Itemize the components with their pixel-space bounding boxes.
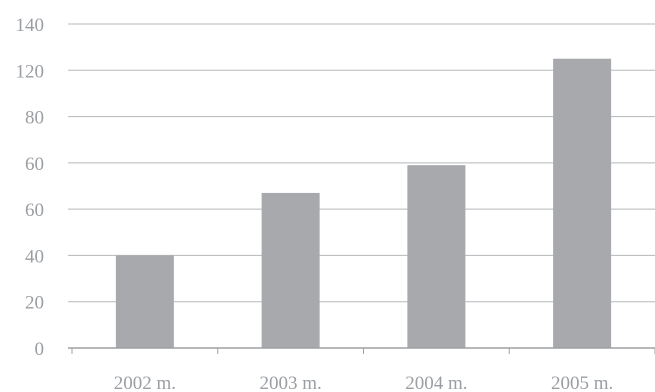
bar xyxy=(407,165,466,348)
x-axis xyxy=(68,347,655,354)
y-tick-label: 140 xyxy=(16,15,45,36)
y-tick-label: 0 xyxy=(35,339,45,360)
y-tick-label: 60 xyxy=(25,200,44,221)
x-tick-label: 2005 m. xyxy=(551,373,613,392)
y-tick-label: 60 xyxy=(25,154,44,175)
x-tick-label: 2002 m. xyxy=(114,373,176,392)
y-tick-labels: 0 20 40 60 60 80 120 140 xyxy=(16,15,45,360)
x-tick-labels: 2002 m. 2003 m. 2004 m. 2005 m. xyxy=(114,373,614,392)
y-tick-label: 40 xyxy=(25,246,44,267)
bar xyxy=(553,58,612,348)
x-tick-label: 2004 m. xyxy=(405,373,467,392)
y-tick-label: 20 xyxy=(25,293,44,314)
bars xyxy=(115,58,612,348)
y-tick-label: 120 xyxy=(16,61,45,82)
x-tick-label: 2003 m. xyxy=(259,373,321,392)
y-tick-label: 80 xyxy=(25,108,44,129)
bar xyxy=(115,255,174,348)
bar xyxy=(261,192,320,348)
